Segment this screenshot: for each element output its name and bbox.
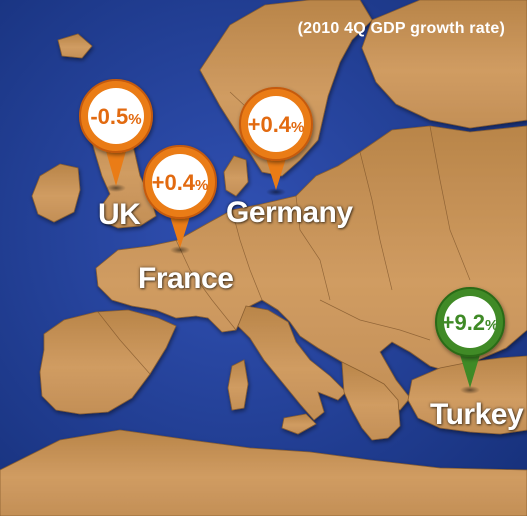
map-title: (2010 4Q GDP growth rate) <box>297 20 505 37</box>
pin-face <box>248 96 304 152</box>
pin-ground-shadow <box>170 246 190 254</box>
iberia <box>39 309 177 415</box>
country-label-uk: UK <box>98 198 141 231</box>
balkans-south <box>341 361 401 441</box>
sicily <box>281 413 317 435</box>
country-label-germany: Germany <box>226 196 353 229</box>
iceland <box>57 33 93 59</box>
gdp-pins: -0.5%+0.4%+0.4%+9.2% <box>79 79 505 394</box>
pin-face <box>152 154 208 210</box>
pin-ground-shadow <box>266 188 286 196</box>
pin-ground-shadow <box>106 184 126 192</box>
pin-tail <box>168 210 192 248</box>
pin-face <box>88 88 144 144</box>
pin-ground-shadow <box>460 386 480 394</box>
ireland <box>31 163 81 223</box>
pin-value-france: +0.4% <box>152 170 209 195</box>
pin-value-unit: % <box>195 177 208 194</box>
pin-value-number: -0.5 <box>90 104 128 129</box>
pin-value-germany: +0.4% <box>248 112 305 137</box>
pin-value-uk: -0.5% <box>90 104 141 129</box>
country-label-france: France <box>138 262 234 295</box>
pin-germany: +0.4% <box>239 87 313 196</box>
pin-uk: -0.5% <box>79 79 153 192</box>
pin-value-number: +9.2 <box>442 310 485 335</box>
denmark <box>223 155 249 197</box>
country-label-turkey: Turkey <box>430 398 524 431</box>
pin-value-number: +0.4 <box>152 170 196 195</box>
pin-tail <box>264 152 288 190</box>
continental-europe <box>95 125 527 411</box>
pin-value-turkey: +9.2% <box>442 310 499 335</box>
pin-face <box>444 296 496 348</box>
pin-value-unit: % <box>291 119 304 136</box>
pin-france: +0.4% <box>143 145 217 254</box>
pin-value-unit: % <box>128 111 141 128</box>
corsica-sardinia <box>227 359 249 411</box>
pin-tail <box>104 144 128 186</box>
finland-russia-north <box>361 0 527 129</box>
italy <box>237 305 347 421</box>
north-africa <box>0 429 527 516</box>
pin-value-number: +0.4 <box>248 112 292 137</box>
pin-tail <box>458 348 482 388</box>
pin-value-unit: % <box>485 317 498 334</box>
pin-turkey: +9.2% <box>435 287 505 394</box>
